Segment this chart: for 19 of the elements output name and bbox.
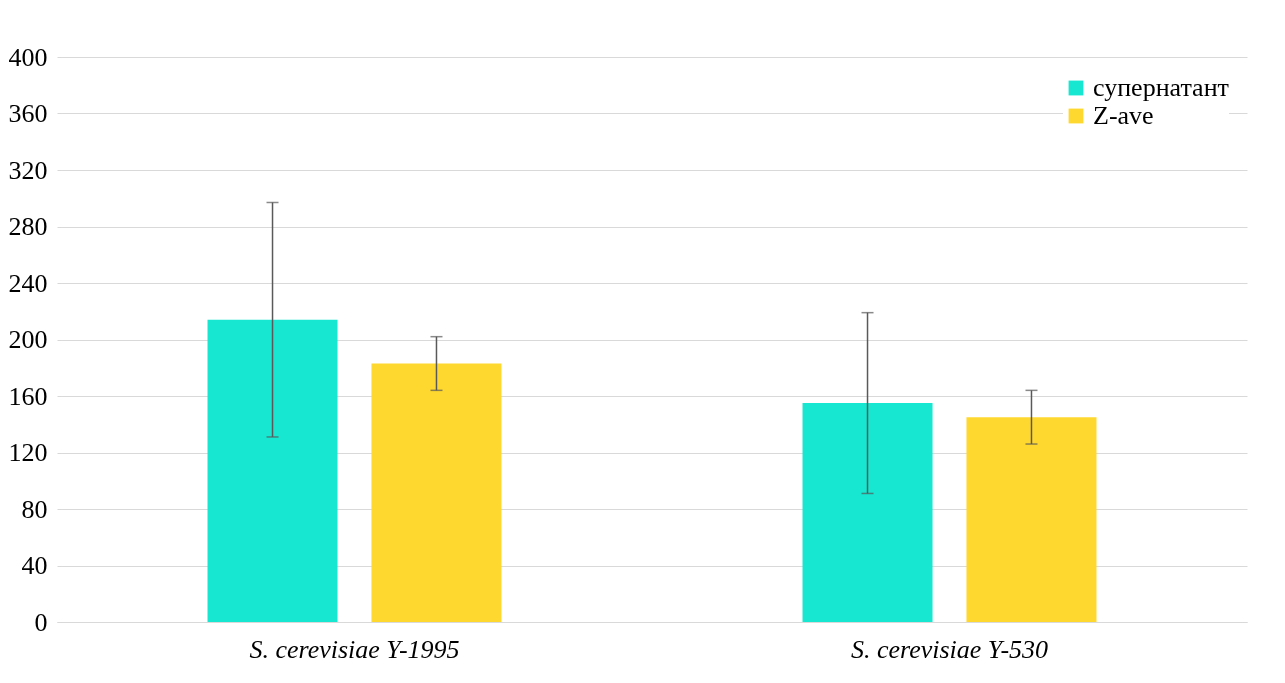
- y-tick-label: 40: [21, 551, 48, 580]
- legend-label: Z-ave: [1093, 101, 1154, 130]
- legend-label: супернатант: [1093, 73, 1229, 102]
- bar: [802, 403, 933, 622]
- bar: [966, 417, 1097, 622]
- y-tick-label: 400: [8, 42, 48, 72]
- bar: [371, 363, 502, 622]
- x-tick-label: S. cerevisiae Y-1995: [249, 634, 460, 664]
- y-tick-label: 240: [8, 268, 48, 298]
- y-tick-label: 360: [8, 99, 48, 128]
- bar: [207, 319, 338, 622]
- y-tick-label: 160: [8, 381, 48, 411]
- y-tick-label: 320: [8, 155, 48, 185]
- y-tick-label: 120: [8, 438, 48, 467]
- y-tick-label: 0: [34, 607, 48, 637]
- x-tick-label: S. cerevisiae Y-530: [850, 634, 1049, 664]
- y-tick-label: 280: [8, 212, 48, 241]
- y-tick-label: 200: [8, 325, 48, 354]
- y-tick-label: 80: [21, 494, 48, 524]
